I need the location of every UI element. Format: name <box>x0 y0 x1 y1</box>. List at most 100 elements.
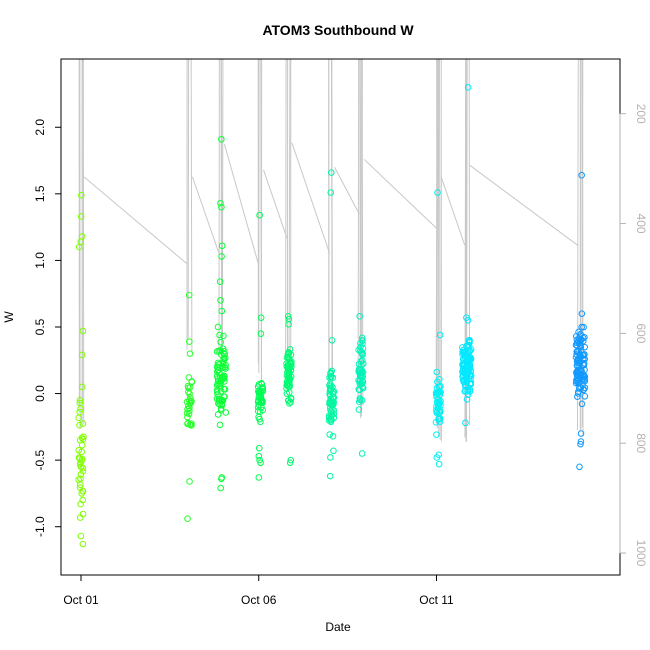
data-point <box>580 323 587 331</box>
data-point-layer <box>75 84 589 548</box>
data-point <box>326 472 334 480</box>
data-point <box>75 243 83 251</box>
trace-line <box>357 58 360 402</box>
x-axis-label: Date <box>325 620 351 634</box>
data-point <box>76 408 83 416</box>
data-point <box>574 369 582 376</box>
data-point <box>220 354 228 362</box>
trace-line <box>190 58 193 354</box>
data-point <box>186 404 193 412</box>
data-point <box>575 328 582 336</box>
data-point <box>578 310 586 317</box>
data-point <box>214 363 222 371</box>
x-tick-label: Oct 11 <box>419 593 454 607</box>
data-point <box>257 330 265 337</box>
data-point <box>330 407 338 414</box>
data-point <box>283 390 291 397</box>
data-point <box>434 399 442 407</box>
data-point <box>286 359 294 367</box>
data-point <box>355 398 363 406</box>
data-point <box>76 436 84 444</box>
secondary-y-tick-label: 600 <box>634 323 648 343</box>
data-point <box>77 500 84 508</box>
data-point <box>254 383 262 390</box>
data-point <box>214 323 222 331</box>
data-point <box>359 360 367 367</box>
data-point <box>220 332 227 340</box>
data-point <box>573 348 581 355</box>
data-point <box>465 355 472 363</box>
data-point <box>222 409 230 416</box>
data-point <box>463 395 471 403</box>
data-point <box>436 409 444 416</box>
data-point <box>184 405 191 413</box>
data-point <box>258 396 266 404</box>
data-point <box>187 394 194 401</box>
data-point <box>464 84 472 91</box>
trace-line <box>436 58 439 426</box>
y-tick-label: -0.5 <box>33 449 47 470</box>
data-point <box>355 360 363 368</box>
connector-line <box>363 158 437 229</box>
data-point <box>221 393 228 401</box>
data-point <box>222 365 229 372</box>
data-point <box>327 373 335 380</box>
data-point <box>355 406 363 413</box>
secondary-y-tick-label: 1000 <box>634 540 648 567</box>
data-point <box>581 384 589 392</box>
data-point <box>467 346 475 353</box>
data-point <box>186 350 194 357</box>
data-point <box>186 338 193 345</box>
data-point <box>355 377 362 384</box>
data-point <box>466 365 473 373</box>
connector-line <box>191 176 220 255</box>
data-point <box>327 386 335 394</box>
data-point <box>329 432 337 440</box>
data-point <box>257 459 264 467</box>
y-tick-label: 0.5 <box>33 318 47 335</box>
data-point <box>285 353 292 361</box>
data-point <box>255 474 263 481</box>
data-point <box>256 211 263 219</box>
data-point <box>284 351 292 358</box>
data-point <box>287 456 295 464</box>
data-point <box>213 386 221 394</box>
secondary-y-tick-label: 200 <box>634 104 648 124</box>
data-point <box>578 400 586 408</box>
data-point <box>463 375 470 382</box>
data-point <box>216 278 224 286</box>
y-axis-label: W <box>2 311 16 323</box>
y-tick-label: 1.0 <box>33 252 47 269</box>
data-point <box>436 331 444 339</box>
x-tick-label: Oct 06 <box>241 593 277 607</box>
data-point <box>217 484 224 492</box>
data-point <box>575 388 582 395</box>
data-point <box>215 395 223 403</box>
data-point <box>185 374 193 381</box>
data-point <box>358 334 366 342</box>
data-point <box>464 317 472 324</box>
data-point <box>460 362 468 370</box>
data-point <box>215 347 223 355</box>
y-tick-label: 0.0 <box>33 385 47 402</box>
data-point <box>216 421 224 429</box>
data-point <box>433 454 441 461</box>
trace-line <box>331 58 334 396</box>
data-point <box>461 387 469 395</box>
data-point <box>257 314 265 321</box>
data-point <box>185 291 193 299</box>
data-point <box>80 433 87 440</box>
data-point <box>357 371 365 379</box>
data-point <box>358 450 366 457</box>
data-point <box>258 403 265 411</box>
connector-line <box>83 176 188 265</box>
data-point <box>185 384 192 392</box>
data-point <box>218 475 225 483</box>
data-point <box>359 383 366 391</box>
data-point <box>581 343 588 351</box>
data-point <box>326 431 334 438</box>
data-point <box>328 416 335 424</box>
data-point <box>218 242 226 250</box>
data-point <box>185 410 193 418</box>
connector-line <box>291 142 331 254</box>
